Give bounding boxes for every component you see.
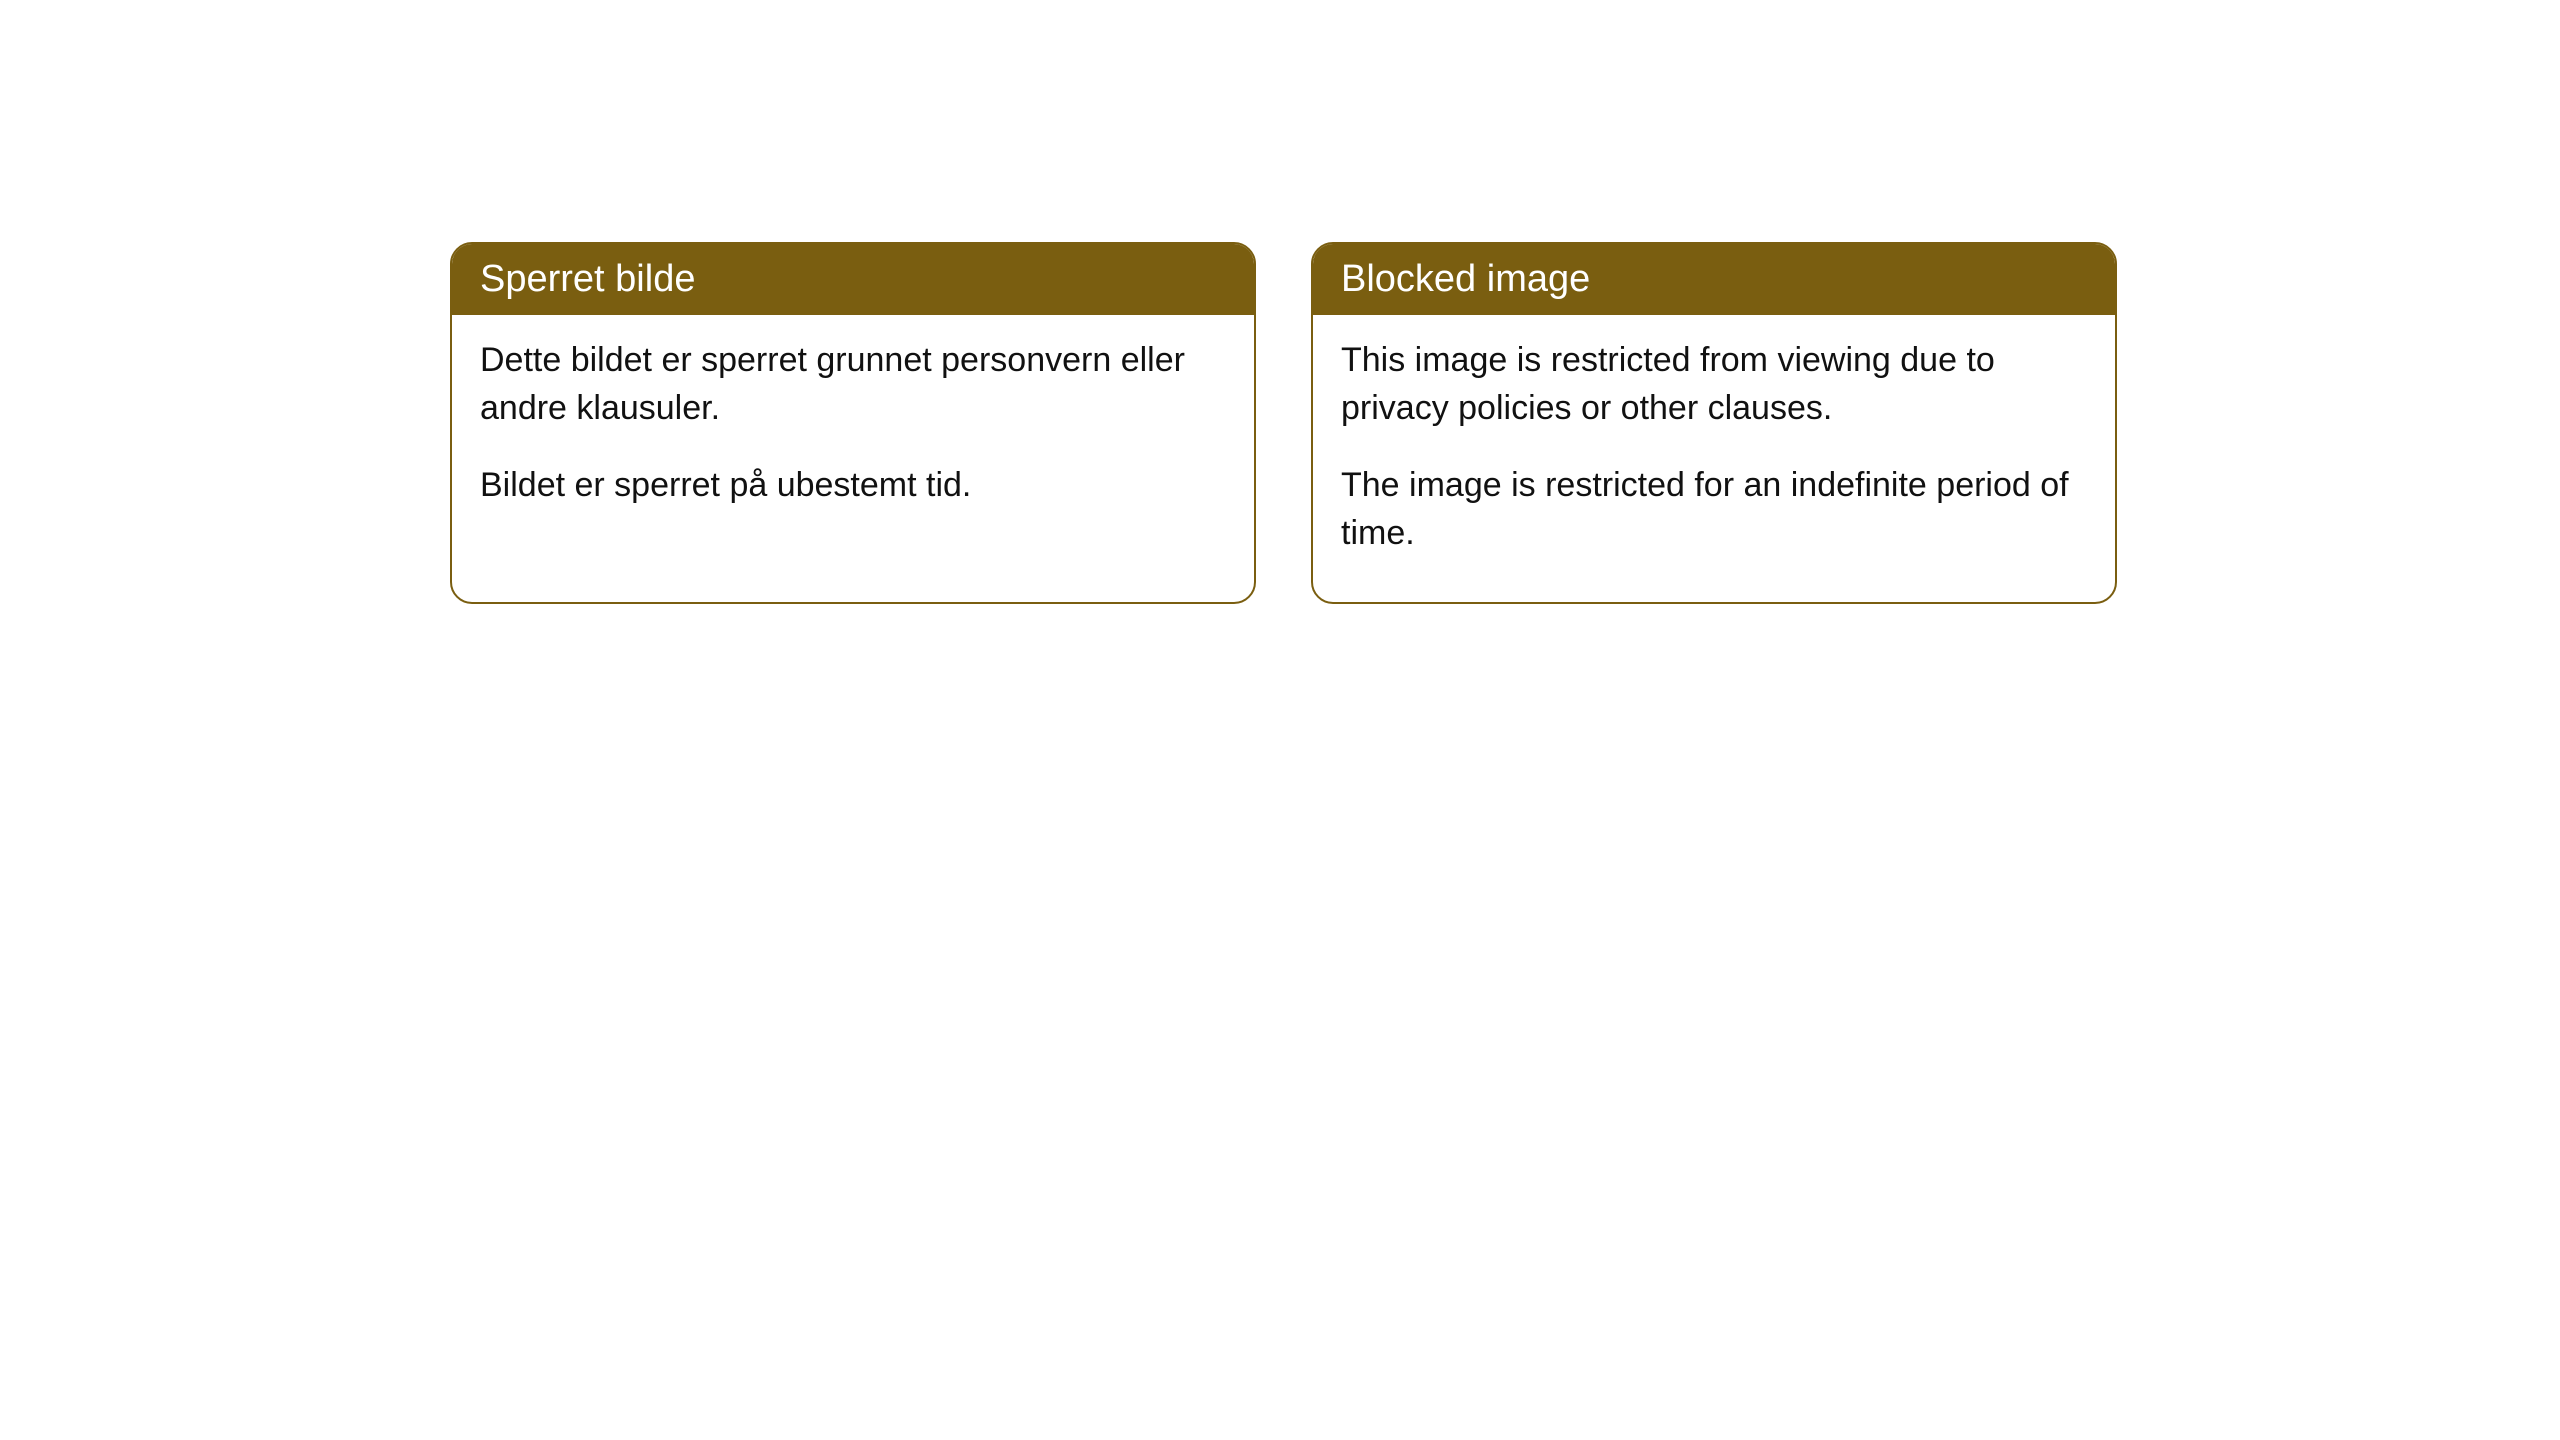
card-paragraph: Dette bildet er sperret grunnet personve… [480,337,1226,432]
card-body: This image is restricted from viewing du… [1313,315,2115,602]
card-title: Blocked image [1341,258,1590,300]
card-paragraph: The image is restricted for an indefinit… [1341,462,2087,557]
card-paragraph: This image is restricted from viewing du… [1341,337,2087,432]
notice-card-norwegian: Sperret bilde Dette bildet er sperret gr… [450,242,1256,604]
card-paragraph: Bildet er sperret på ubestemt tid. [480,462,1226,510]
notice-card-english: Blocked image This image is restricted f… [1311,242,2117,604]
card-body: Dette bildet er sperret grunnet personve… [452,315,1254,555]
card-header: Blocked image [1313,244,2115,315]
card-title: Sperret bilde [480,258,695,300]
card-header: Sperret bilde [452,244,1254,315]
notice-container: Sperret bilde Dette bildet er sperret gr… [450,242,2117,604]
